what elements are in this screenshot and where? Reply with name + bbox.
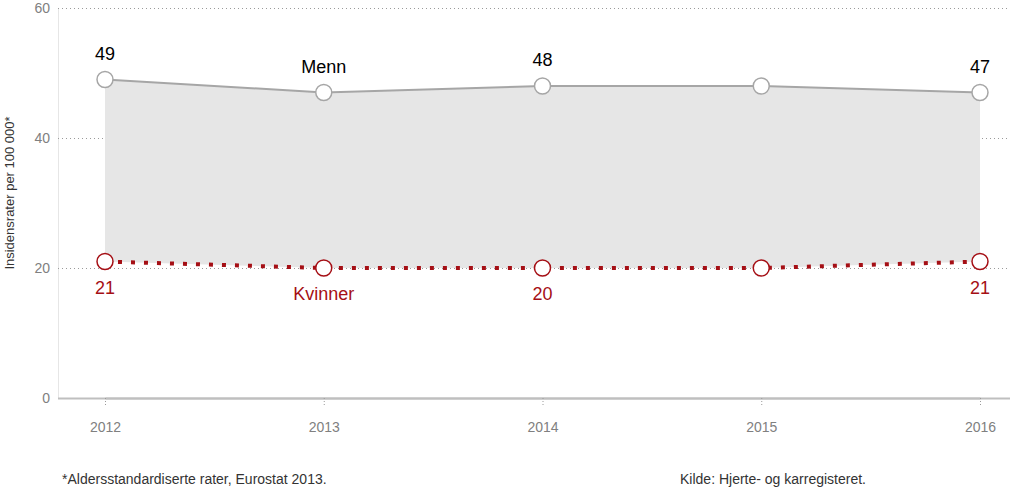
y-axis: 0 20 40 60: [34, 0, 1010, 406]
x-tick: 2014: [527, 398, 558, 435]
x-tick-label: 2013: [309, 419, 340, 435]
y-axis-title: Insidensrater per 100 000*: [2, 116, 17, 269]
data-label: 48: [532, 50, 552, 70]
series-name-label: Menn: [301, 57, 346, 77]
point-marker: [753, 78, 769, 94]
data-label: 21: [970, 278, 990, 298]
y-axis-line: [58, 9, 59, 399]
y-tick-label: 20: [34, 260, 50, 276]
point-marker: [535, 260, 551, 276]
point-marker: [316, 85, 332, 101]
data-label: 47: [970, 57, 990, 77]
x-tick-label: 2014: [527, 419, 558, 435]
x-tick-mark: [324, 398, 325, 406]
y-tick: 0: [42, 390, 1010, 406]
x-tick-mark: [543, 398, 544, 406]
y-tick-label: 40: [34, 130, 50, 146]
x-tick-label: 2016: [965, 419, 996, 435]
point-marker: [535, 78, 551, 94]
footnote: *Aldersstandardiserte rater, Eurostat 20…: [62, 471, 327, 487]
series-name-label: Kvinner: [293, 284, 354, 304]
x-tick-mark: [980, 398, 981, 406]
plot-area: [97, 72, 988, 277]
baseline: [58, 398, 1010, 400]
point-marker: [753, 260, 769, 276]
grid-line: [58, 8, 1010, 9]
x-tick-mark: [761, 398, 762, 406]
x-tick-label: 2012: [90, 419, 121, 435]
band-area: [105, 80, 980, 269]
point-marker: [97, 72, 113, 88]
point-marker: [97, 254, 113, 270]
data-label: 20: [532, 284, 552, 304]
x-tick: 2016: [965, 398, 996, 435]
y-tick-label: 60: [34, 0, 50, 16]
point-marker: [972, 85, 988, 101]
x-axis: 2012 2013 2014 2015 2016: [90, 398, 996, 435]
chart: 0 20 40 60 2012 2013 2014 2015 2016 Insidensrater…: [0, 0, 1023, 493]
data-labels: 49 Menn 48 47 21 Kvinner 20 21: [95, 44, 990, 305]
data-label: 21: [95, 278, 115, 298]
x-tick: 2013: [309, 398, 340, 435]
x-tick: 2012: [90, 398, 121, 435]
y-tick: 60: [34, 0, 1010, 16]
x-tick-mark: [105, 398, 106, 406]
source-note: Kilde: Hjerte- og karregisteret.: [680, 471, 866, 487]
point-marker: [316, 260, 332, 276]
point-marker: [972, 254, 988, 270]
x-tick: 2015: [746, 398, 777, 435]
data-label: 49: [95, 44, 115, 64]
y-tick-label: 0: [42, 390, 50, 406]
x-tick-label: 2015: [746, 419, 777, 435]
